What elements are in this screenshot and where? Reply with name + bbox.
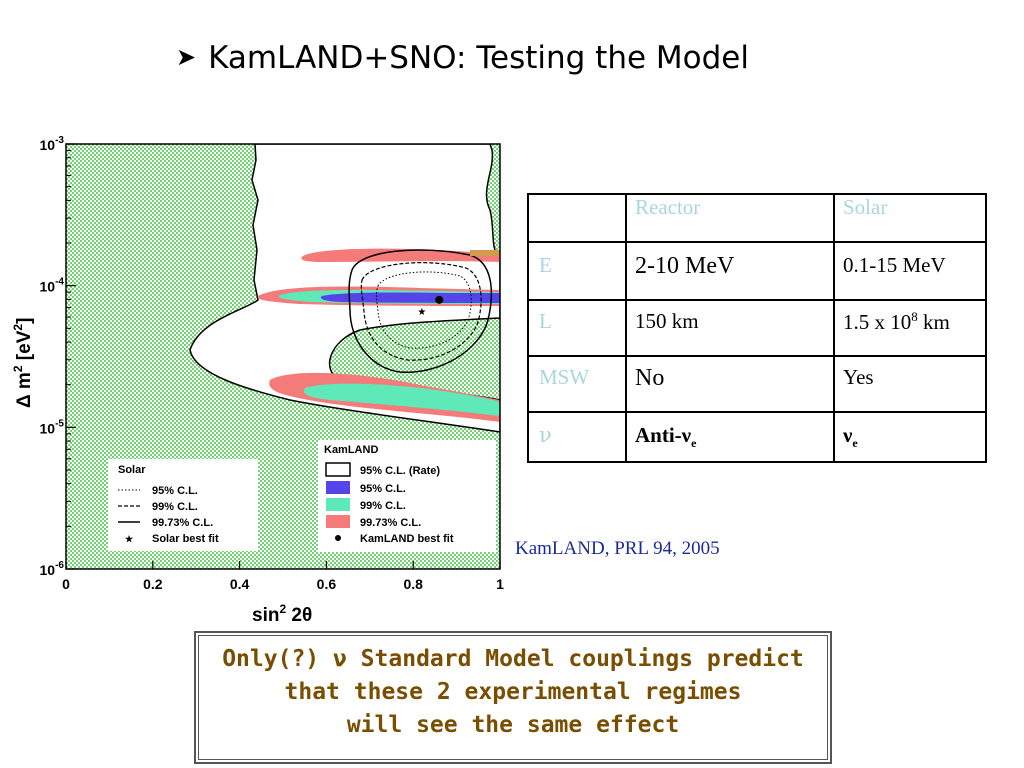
reactor-cell: No: [625, 355, 835, 413]
kamland-legend-entry: KamLAND best fit: [360, 533, 454, 545]
row-label: E: [527, 241, 627, 301]
kamland-edge-strip: [470, 250, 500, 256]
solar-cl95-contour: [375, 271, 472, 349]
kamland-legend-entry: 95% C.L. (Rate): [360, 465, 440, 477]
note-box: Only(?) ν Standard Model couplings predi…: [194, 631, 832, 764]
table-header-row: Reactor Solar: [527, 193, 987, 243]
solar-legend: Solar 95% C.L. 99% C.L. 99.73% C.L. ★ So…: [108, 459, 258, 551]
svg-text:★: ★: [125, 534, 134, 544]
kamland-legend-entry: 95% C.L.: [360, 483, 406, 495]
x-tick-label: 0.4: [230, 576, 250, 592]
reactor-cell: 150 km: [625, 299, 835, 357]
solar-cell: Yes: [833, 355, 987, 413]
solar-legend-entry: 95% C.L.: [152, 485, 198, 497]
kamland-rate-contour: [348, 249, 493, 373]
solar-legend-entry: 99.73% C.L.: [152, 517, 213, 529]
solar-cell: νe: [833, 411, 987, 463]
solar-cl99-contour: [360, 262, 482, 361]
note-box-inner: [198, 635, 828, 760]
reactor-cell: Anti-νe: [625, 411, 835, 463]
kamland-legend-entry: 99.73% C.L.: [360, 517, 421, 529]
y-tick-label: 10-5: [40, 418, 65, 436]
kamland-cl95-band: [320, 292, 500, 303]
x-axis-label: sin2 2θ: [252, 602, 312, 626]
kamland-legend-entry: 99% C.L.: [360, 500, 406, 512]
table-header-cell: [527, 193, 627, 243]
kamland-legend: KamLAND 95% C.L. (Rate) 95% C.L. 99% C.L…: [318, 440, 496, 552]
solar-legend-entry: Solar best fit: [152, 533, 219, 545]
table-row: ν Anti-νe νe: [527, 411, 987, 463]
solar-cell: 0.1-15 MeV: [833, 241, 987, 301]
table-header-cell: Reactor: [625, 193, 835, 243]
x-tick-label: 0.2: [143, 576, 163, 592]
x-tick-label: 0.8: [403, 576, 423, 592]
table-row: L 150 km 1.5 x 108 km: [527, 299, 987, 357]
kamland-legend-title: KamLAND: [324, 444, 378, 456]
kamland-cl99-band: [303, 383, 500, 416]
y-tick-label: 10-6: [40, 560, 65, 578]
x-tick-label: 1: [496, 576, 504, 592]
table-header-cell: Solar: [833, 193, 987, 243]
y-tick-label: 10-3: [40, 135, 65, 153]
x-tick-label: 0: [62, 576, 70, 592]
solar-best-fit-marker: ★: [417, 307, 426, 318]
y-axis-label: Δ m2 [eV2]: [11, 318, 35, 408]
note-line: will see the same effect: [346, 712, 680, 738]
oscillation-contour-plot: ★ 0 0.2 0.4 0.6 0.8 1 10-3 10-4 10-5 10-6 sin2 2θ…: [11, 135, 504, 626]
plot-frame: [65, 143, 501, 570]
solar-cell: 1.5 x 108 km: [833, 299, 987, 357]
slide-title: ➤ KamLAND+SNO: Testing the Model: [176, 40, 749, 76]
row-label: MSW: [527, 355, 627, 413]
table-row: E 2-10 MeV 0.1-15 MeV: [527, 241, 987, 301]
note-line: that these 2 experimental regimes: [284, 679, 742, 705]
row-label: L: [527, 299, 627, 357]
note-line: Only(?) ν Standard Model couplings predi…: [222, 646, 804, 672]
solar-legend-title: Solar: [118, 464, 146, 476]
kamland-best-fit-marker: [435, 295, 444, 304]
solar-legend-entry: 99% C.L.: [152, 501, 198, 513]
arrow-bullet-icon: ➤: [176, 43, 197, 71]
note-text: Only(?) ν Standard Model couplings predi…: [196, 643, 830, 742]
row-label: ν: [527, 411, 627, 463]
reactor-cell: 2-10 MeV: [625, 241, 835, 301]
table-row: MSW No Yes: [527, 355, 987, 413]
x-tick-label: 0.6: [317, 576, 337, 592]
reactor-solar-table: Reactor Solar E 2-10 MeV 0.1-15 MeV L 15…: [527, 193, 987, 463]
citation: KamLAND, PRL 94, 2005: [515, 538, 720, 559]
y-tick-label: 10-4: [40, 277, 65, 295]
